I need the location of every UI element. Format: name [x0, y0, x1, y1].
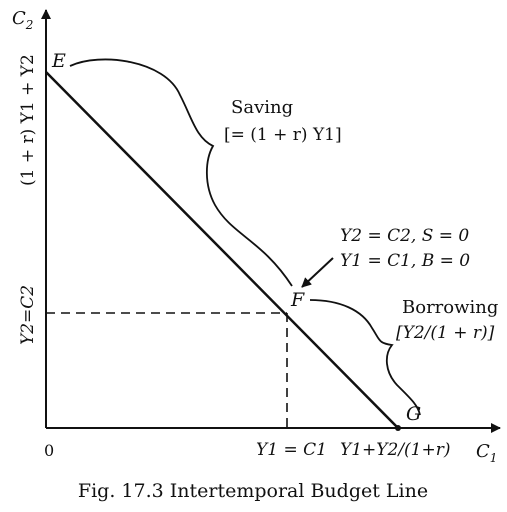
borrowing-title: Borrowing: [402, 297, 498, 318]
y-tick-mid-label: Y2=C2: [18, 285, 38, 345]
borrowing-brace: [309, 299, 421, 416]
point-g-dot: [395, 425, 401, 431]
f-note-line1: Y2 = C2, S = 0: [340, 226, 469, 246]
x-axis-label: C1: [476, 441, 497, 465]
saving-formula: [= (1 + r) Y1]: [224, 125, 342, 145]
x-tick-right-label: Y1+Y2/(1+r): [340, 440, 451, 460]
saving-title: Saving: [231, 97, 293, 118]
f-pointer-arrow: [301, 257, 334, 288]
f-note-line2: Y1 = C1, B = 0: [340, 251, 470, 271]
y-axis-label: C2: [12, 8, 33, 32]
saving-brace: [69, 58, 293, 287]
point-e-label: E: [51, 50, 66, 72]
point-g-label: G: [406, 403, 421, 425]
origin-label: 0: [44, 441, 54, 460]
y-tick-top-label: (1 + r) Y1 + Y2: [18, 54, 38, 186]
point-f-label: F: [290, 289, 305, 311]
budget-line: [45, 71, 399, 429]
figure-caption: Fig. 17.3 Intertemporal Budget Line: [78, 480, 428, 502]
borrowing-formula: [Y2/(1 + r)]: [396, 323, 495, 343]
x-tick-mid-label: Y1 = C1: [256, 440, 327, 460]
